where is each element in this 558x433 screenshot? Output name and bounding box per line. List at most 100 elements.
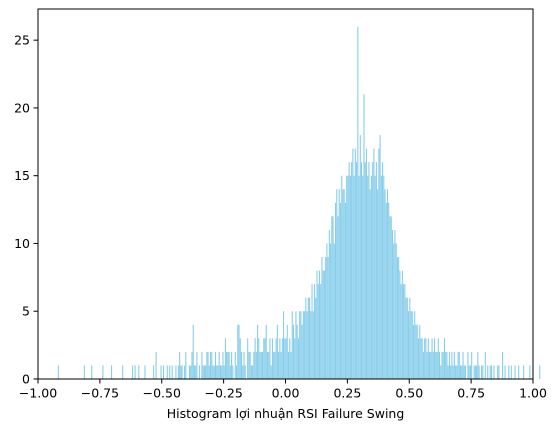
histogram-bar [474,365,476,379]
histogram-bar [415,324,417,379]
histogram-bar [280,351,282,379]
histogram-bar [442,351,444,379]
histogram-bar [412,324,415,379]
histogram-bar [461,365,463,379]
histogram-bar [490,365,493,379]
histogram-bar [214,351,217,379]
histogram-bar [440,365,442,379]
histogram-bar [419,324,421,379]
histogram-bar [502,351,504,379]
histogram-bar [332,216,334,379]
histogram-bar [315,297,317,379]
histogram-bar [330,243,332,379]
histogram-bar [441,351,443,379]
histogram-bar [202,365,204,379]
histogram-bar [242,365,244,379]
histogram-bar [453,351,455,379]
histogram-bar [208,365,210,379]
x-tick-label: −0.75 [81,386,119,401]
histogram-bar [437,338,439,379]
histogram-bar [354,148,356,379]
histogram-bar [373,148,375,379]
histogram-bar [283,311,285,379]
y-tick-label: 5 [22,304,30,319]
histogram-bar [312,311,314,379]
histogram-bar [252,365,254,379]
histogram-bar [406,297,408,379]
histogram-bar [410,311,412,379]
histogram-bar [430,351,432,379]
histogram-bar [487,365,489,379]
histogram-bar [336,189,338,379]
histogram-bar [369,189,371,379]
histogram-bar [295,311,297,379]
histogram-bar [320,284,322,379]
histogram-bar [171,365,173,379]
histogram-bar [271,338,273,379]
histogram-bar [299,311,301,379]
histogram-bar [253,351,255,379]
histogram-bar [497,365,499,379]
y-tick-label: 0 [22,372,30,387]
histogram-bar [212,365,214,379]
histogram-bar [198,365,200,379]
histogram-bar [259,351,261,379]
histogram-bar [394,229,396,379]
histogram-bar [450,365,452,379]
histogram-bar [162,365,165,379]
y-tick-label: 10 [14,236,30,251]
histogram-bar [231,351,233,379]
histogram-bar [219,365,221,379]
histogram-bar [138,365,140,379]
histogram-bar [339,202,342,379]
histogram-bar [195,365,197,379]
histogram-bar [237,324,239,379]
histogram-bar [414,311,416,379]
histogram-bar [258,338,260,379]
histogram-bar [247,338,249,379]
histogram-bar [335,202,337,379]
x-tick-label: −0.25 [204,386,242,401]
histogram-bar [294,338,296,379]
histogram-bar [300,311,302,379]
histogram-bar [473,365,475,379]
histogram-bar [268,351,270,379]
histogram-bar [279,338,281,379]
histogram-bar [504,365,506,379]
histogram-bar [481,365,483,379]
histogram-bar [447,365,449,379]
histogram-bar [391,229,394,379]
histogram-bar [493,365,495,379]
histogram-bar [372,162,374,379]
histogram-bar [234,351,236,379]
histogram-bar [217,365,219,379]
histogram-bar [400,284,402,379]
histogram-bar [445,351,447,379]
histogram-bar [448,351,450,379]
histogram-bar [377,189,379,379]
histogram-bar [356,162,358,379]
histogram-bar [434,338,436,379]
histogram-bar [289,338,291,379]
histogram-bar [218,351,220,379]
histogram-bar [333,243,335,379]
histogram-bar [463,365,465,379]
histogram-bar [250,365,252,379]
x-tick-label: 0.25 [333,386,361,401]
histogram-bar [389,216,391,379]
histogram-bar [257,324,259,379]
histogram-bar [249,351,251,379]
histogram-bar [408,311,410,379]
histogram-bar [166,365,168,379]
histogram-bar [498,365,500,379]
x-tick-label: 0.50 [395,386,423,401]
histogram-bar [341,175,343,379]
histogram-bar [346,175,348,379]
histogram-bar [180,365,182,379]
histogram-bar [213,365,215,379]
histogram-bar [383,175,385,379]
histogram-bar [363,94,365,379]
histogram-bar [291,311,293,379]
histogram-bar [321,257,323,379]
histogram-bar [286,324,288,379]
